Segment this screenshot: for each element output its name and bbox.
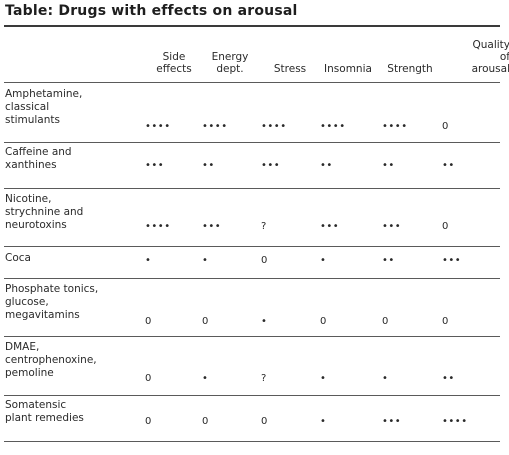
row-label-line: strychnine and <box>5 206 84 218</box>
row-label: Nicotine, strychnine and neurotoxins <box>5 193 83 232</box>
row-rule <box>4 278 500 279</box>
column-header-line: Stress <box>273 63 307 75</box>
table-cell: 0 <box>442 121 449 132</box>
table-cell: 0 <box>320 316 327 327</box>
table-cell: •• <box>202 160 215 171</box>
table-title: Table: Drugs with effects on arousal <box>5 3 298 19</box>
table-cell: • <box>261 316 268 327</box>
column-header-line: Side <box>162 51 186 63</box>
table-cell: • <box>382 373 389 384</box>
row-label: Coca <box>5 252 31 265</box>
column-header: Quality of arousal <box>440 39 509 75</box>
table-cell: •••• <box>382 121 408 132</box>
row-label-line: Phosphate tonics, <box>5 283 99 295</box>
table-cell: •••• <box>320 121 346 132</box>
row-label-line: Nicotine, <box>5 193 52 205</box>
table-cell: ••• <box>202 221 222 232</box>
column-header-line: dept. <box>216 63 244 75</box>
table-cell: ••• <box>145 160 165 171</box>
column-header-line: Quality <box>472 39 509 51</box>
table-cell: 0 <box>261 416 268 427</box>
table-cell: •••• <box>442 416 468 427</box>
row-rule <box>4 188 500 189</box>
column-header: Stress <box>250 63 330 75</box>
row-label: Amphetamine, classical stimulants <box>5 88 82 127</box>
table-cell: ••• <box>261 160 281 171</box>
table-cell: ••• <box>442 255 462 266</box>
column-header-line: arousal <box>471 63 509 75</box>
table-cell: •• <box>382 255 395 266</box>
row-label-line: neurotoxins <box>5 219 67 231</box>
table-cell: •••• <box>145 221 171 232</box>
title-rule <box>4 25 500 27</box>
table-cell: • <box>202 373 209 384</box>
column-header-line: Strength <box>387 63 433 75</box>
column-header: Insomnia <box>308 63 388 75</box>
row-rule <box>4 336 500 337</box>
row-rule <box>4 142 500 143</box>
column-header-line: Energy <box>211 51 249 63</box>
row-label-line: Caffeine and <box>5 146 72 158</box>
row-rule <box>4 246 500 247</box>
column-header: Strength <box>370 63 450 75</box>
row-label: Caffeine and xanthines <box>5 146 72 172</box>
row-rule <box>4 441 500 442</box>
table-cell: •••• <box>261 121 287 132</box>
column-header-line: effects <box>156 63 192 75</box>
table-cell: • <box>145 255 152 266</box>
table-cell: • <box>320 373 327 384</box>
row-label: DMAE, centrophenoxine, pemoline <box>5 341 97 380</box>
table-cell: ••• <box>320 221 340 232</box>
row-label-line: Coca <box>5 252 31 264</box>
row-rule <box>4 82 500 83</box>
table-cell: ••• <box>382 416 402 427</box>
row-label-line: glucose, <box>5 296 49 308</box>
table-cell: ? <box>261 373 267 384</box>
table-cell: 0 <box>202 316 209 327</box>
row-label-line: plant remedies <box>5 412 84 424</box>
row-label-line: xanthines <box>5 159 57 171</box>
row-label-line: centrophenoxine, <box>5 354 97 366</box>
table-cell: 0 <box>442 316 449 327</box>
table-cell: 0 <box>442 221 449 232</box>
column-header: Energy dept. <box>190 51 270 75</box>
column-header: Side effects <box>134 51 214 75</box>
table-cell: 0 <box>202 416 209 427</box>
table-cell: 0 <box>145 416 152 427</box>
row-label-line: classical <box>5 101 50 113</box>
table-cell: 0 <box>382 316 389 327</box>
row-label: Somatensic plant remedies <box>5 399 84 425</box>
table-cell: • <box>202 255 209 266</box>
table-cell: ••• <box>382 221 402 232</box>
row-rule <box>4 395 500 396</box>
table-cell: •• <box>442 160 455 171</box>
row-label-line: Amphetamine, <box>5 88 83 100</box>
row-label: Phosphate tonics, glucose, megavitamins <box>5 283 98 322</box>
table-cell: •• <box>320 160 333 171</box>
table-cell: • <box>320 416 327 427</box>
column-header-line: of <box>499 51 509 63</box>
table-cell: •• <box>382 160 395 171</box>
table-cell: • <box>320 255 327 266</box>
table-cell: 0 <box>145 316 152 327</box>
row-label-line: pemoline <box>5 367 54 379</box>
table-cell: 0 <box>145 373 152 384</box>
table-cell: ? <box>261 221 267 232</box>
table-cell: •• <box>442 373 455 384</box>
row-label-line: megavitamins <box>5 309 80 321</box>
row-label-line: stimulants <box>5 114 60 126</box>
row-label-line: DMAE, <box>5 341 40 353</box>
table-cell: 0 <box>261 255 268 266</box>
table-cell: •••• <box>202 121 228 132</box>
row-label-line: Somatensic <box>5 399 67 411</box>
column-header-line: Insomnia <box>324 63 372 75</box>
table-cell: •••• <box>145 121 171 132</box>
